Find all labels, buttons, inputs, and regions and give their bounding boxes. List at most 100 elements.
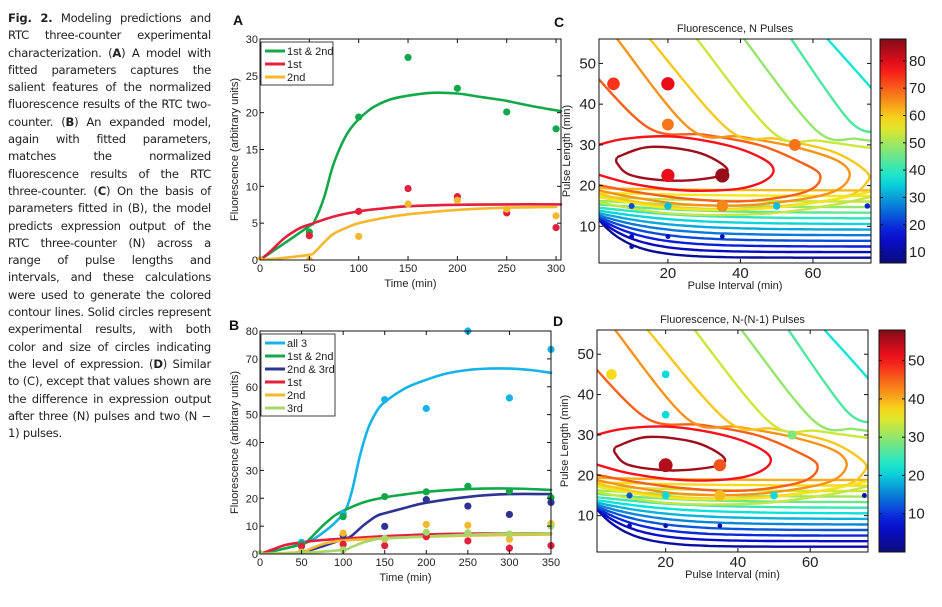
experimental-point [716, 200, 729, 212]
x-tick-label: 60 [805, 265, 822, 282]
x-tick-label: 250 [498, 263, 516, 275]
contour-line [599, 217, 871, 248]
x-tick-label: 250 [459, 557, 477, 569]
y-axis-label: Fluorescence (arbitrary units) [229, 78, 241, 221]
experimental-point [661, 118, 674, 131]
data-point [404, 184, 412, 193]
contour-line [597, 507, 868, 543]
y-tick-label: 20 [577, 467, 594, 484]
y-tick-label: 70 [246, 354, 258, 366]
contour-line [599, 39, 851, 207]
data-point [381, 492, 389, 501]
legend-label: 3rd [287, 403, 303, 415]
contour-line [599, 215, 871, 243]
data-point [339, 540, 347, 548]
contour-line [740, 330, 868, 433]
contour-line [693, 330, 868, 440]
experimental-point [661, 491, 670, 500]
chart-title: Fluorescence, N Pulses [677, 23, 794, 35]
y-tick-label: 30 [246, 34, 258, 46]
data-point [505, 535, 514, 543]
data-point [505, 394, 514, 402]
panel-d: D Fluorescence, N-(N-1) Pulses 20 40 60 10 20 3… [553, 313, 925, 581]
experimental-point [861, 493, 867, 498]
experimental-point [607, 77, 620, 91]
y-tick-label: 15 [246, 145, 258, 157]
experimental-point [627, 523, 632, 529]
experimental-point [629, 234, 635, 239]
data-point [505, 544, 514, 552]
data-point [381, 395, 389, 404]
y-tick-label: 0 [252, 549, 258, 561]
x-tick-label: 20 [657, 554, 674, 571]
experimental-point [661, 370, 670, 379]
x-tick-label: 300 [500, 557, 518, 569]
experimental-point [719, 234, 725, 239]
data-point [505, 510, 514, 519]
y-tick-label: 50 [246, 410, 258, 422]
contour-line [599, 214, 871, 237]
data-point [552, 223, 560, 232]
experimental-point [661, 77, 675, 91]
contour-line [597, 499, 868, 515]
experimental-point [628, 202, 635, 209]
contour-line [599, 190, 871, 211]
caption-text: ) On the basis of parameters fitted in (… [8, 183, 211, 371]
data-point [453, 84, 461, 92]
colorbar-tick-label: 20 [908, 467, 925, 484]
colorbar-gradient [878, 329, 906, 553]
contour-line [599, 135, 775, 193]
colorbar-tick-label: 40 [909, 162, 926, 179]
data-point [464, 482, 472, 490]
contour-line [597, 501, 868, 521]
y-tick-label: 40 [577, 387, 594, 404]
data-point [404, 200, 412, 208]
legend-label: 1st & 2nd [287, 351, 333, 363]
y-tick-label: 10 [246, 521, 258, 533]
x-tick-label: 100 [350, 263, 368, 275]
data-point [422, 520, 430, 529]
legend-label: 2nd [287, 72, 305, 84]
axes-frame [598, 38, 872, 264]
caption-text: ) A model with fitted parameters capture… [8, 45, 212, 129]
data-point [297, 542, 306, 550]
colorbar-tick-label: 10 [909, 244, 926, 261]
contour-line [743, 39, 871, 143]
caption-bold: D [153, 356, 163, 371]
y-tick-label: 40 [246, 438, 258, 450]
colorbar-tick-label: 60 [909, 107, 926, 124]
y-tick-label: 0 [252, 255, 258, 267]
data-point [355, 207, 363, 215]
legend-label: all 3 [287, 338, 307, 350]
series-line-2nd [258, 205, 558, 260]
colorbar-tick-label: 30 [908, 429, 925, 446]
data-point [305, 232, 313, 240]
colorbar: 10 20 30 40 50 [878, 329, 925, 553]
series-line-1st-2nd [258, 91, 563, 260]
y-tick-label: 20 [246, 108, 258, 120]
contour-line [597, 425, 773, 482]
chart-title: Fluorescence, N-(N-1) Pulses [660, 314, 805, 326]
colorbar-tick-label: 10 [908, 506, 925, 523]
x-tick-label: 150 [399, 263, 417, 275]
caption-bold: Fig. 2. [8, 11, 53, 25]
x-tick-label: 100 [334, 557, 352, 569]
y-tick-label: 20 [246, 493, 258, 505]
x-axis-label: Time (min) [384, 278, 436, 290]
panel-letter: D [553, 313, 563, 329]
experimental-point [770, 491, 778, 500]
colorbar-tick-label: 50 [909, 135, 926, 152]
contour-line [599, 77, 822, 203]
panel-letter: A [233, 12, 243, 28]
contour-line [597, 479, 868, 501]
y-tick-label: 10 [577, 508, 594, 525]
y-axis-label: Fluorescence (arbitrary units) [229, 371, 241, 514]
contour-line [597, 505, 868, 532]
contour-line [599, 209, 871, 226]
x-axis-label: Pulse Interval (min) [688, 280, 783, 292]
y-axis-label: Pulse Length (min) [561, 105, 573, 197]
x-tick-label: 300 [547, 263, 565, 275]
caption-bold: B [65, 114, 75, 129]
